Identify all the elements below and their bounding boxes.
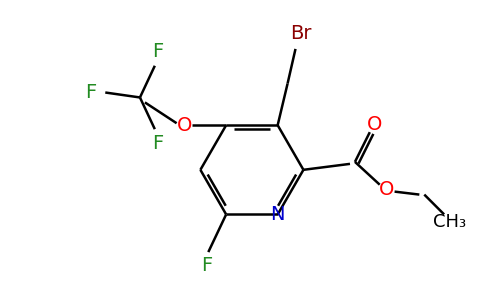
Text: Br: Br <box>290 24 311 43</box>
Text: O: O <box>367 115 382 134</box>
Text: F: F <box>85 83 96 102</box>
Text: F: F <box>152 134 164 152</box>
Text: F: F <box>201 256 212 275</box>
Text: O: O <box>177 116 192 135</box>
Text: F: F <box>152 42 164 62</box>
Text: N: N <box>271 205 285 224</box>
Text: CH₃: CH₃ <box>433 213 466 231</box>
Text: O: O <box>379 180 394 199</box>
